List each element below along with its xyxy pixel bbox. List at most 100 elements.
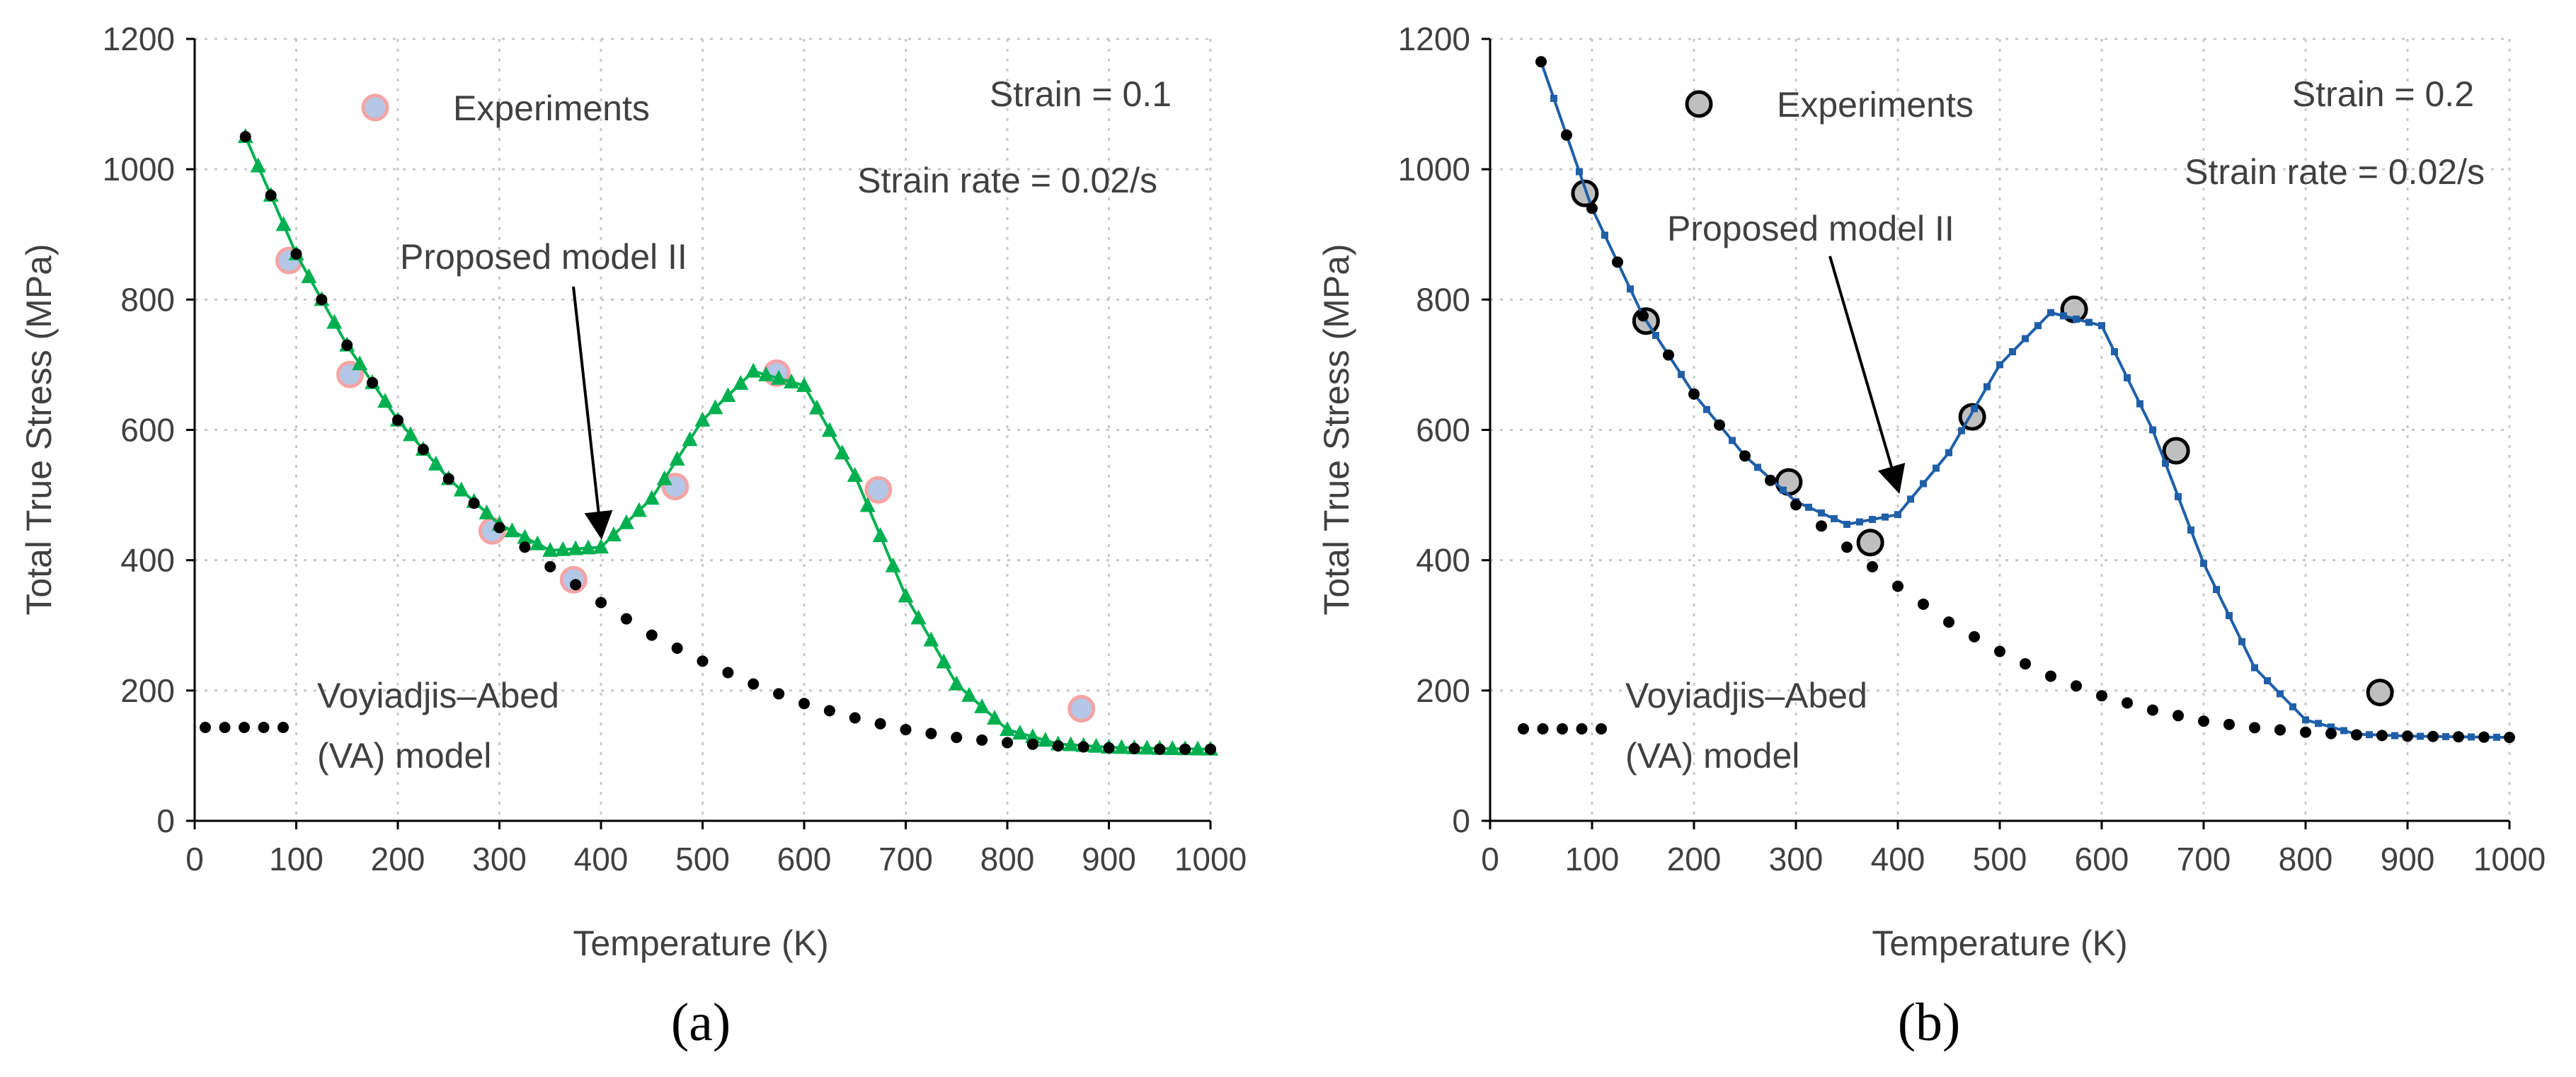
va-model-dot [2249, 722, 2260, 734]
x-tick-label: 900 [1082, 841, 1136, 877]
va-model-dot [2478, 731, 2490, 743]
panel-label: (b) [1898, 993, 1961, 1052]
model-marker-square [1933, 464, 1940, 472]
model-marker-triangle [987, 709, 1003, 725]
model-marker-square [2022, 335, 2029, 342]
y-tick-labels: 0 200 400 600 800 1000 1200 [1398, 21, 1490, 839]
va-model-dot [2504, 732, 2515, 744]
y-tick-label: 400 [120, 542, 175, 579]
x-tick-label: 0 [1481, 841, 1499, 877]
va-model-dot [2376, 730, 2388, 742]
model-marker-triangle [1190, 740, 1206, 756]
y-tick-labels: 0 200 400 600 800 1000 1200 [103, 21, 195, 839]
model-marker-square [1754, 463, 1761, 471]
model-marker-triangle [1088, 737, 1104, 753]
model-marker-square [2391, 732, 2398, 739]
model-marker-triangle [529, 535, 546, 551]
va-model-dot [1841, 541, 1853, 553]
model-marker-square [1601, 231, 1608, 239]
model-marker-square [1652, 331, 1659, 339]
model-marker-triangle [821, 422, 837, 437]
model-marker-square [1729, 437, 1736, 444]
x-tick-label: 900 [2381, 841, 2435, 877]
series-triangles [237, 128, 1218, 756]
va-model-dot [1077, 741, 1089, 753]
strain-label: Strain = 0.2 [2292, 74, 2474, 114]
model-marker-square [2226, 611, 2233, 619]
model-marker-square [2251, 664, 2258, 672]
x-tick-label: 100 [269, 841, 324, 877]
model-marker-triangle [733, 374, 749, 390]
model-marker-square [1958, 427, 1965, 434]
va-model-dot [570, 579, 582, 591]
va-model-dot [1918, 598, 1929, 610]
model-marker-square [2366, 731, 2373, 739]
model-marker-triangle [720, 387, 736, 403]
model-marker-triangle [949, 675, 965, 691]
y-tick-label: 800 [1416, 281, 1470, 318]
va-model-dot [2173, 710, 2184, 722]
model-marker-square [2417, 732, 2424, 740]
legend-experiments-marker [1685, 90, 1713, 118]
y-tick-label: 1000 [1398, 151, 1470, 188]
model-marker-triangle [669, 450, 685, 466]
model-marker-square [2047, 309, 2054, 316]
model-marker-square [1818, 509, 1825, 517]
model-marker-square [1780, 486, 1787, 494]
va-model-dot [1816, 520, 1827, 532]
model-marker-square [2175, 493, 2182, 500]
va-model-dot [2045, 670, 2056, 682]
model-marker-square [1882, 513, 1889, 521]
x-tick-label: 500 [675, 841, 730, 877]
series-dots [239, 131, 1216, 755]
model-marker-triangle [1164, 740, 1181, 756]
model-marker-square [1856, 518, 1863, 526]
model-marker-square [2149, 426, 2156, 434]
model-marker-triangle [923, 631, 939, 647]
va-model-dot [951, 732, 963, 744]
model-marker-triangle [694, 411, 711, 427]
model-marker-triangle [859, 497, 876, 512]
y-tick-label: 1200 [1398, 21, 1470, 57]
model-marker-triangle [402, 426, 418, 442]
va-model-dot [341, 339, 353, 351]
x-axis-title: Temperature (K) [573, 923, 828, 963]
legend-va-label-line1: Voyiadjis–Abed [317, 676, 559, 715]
model-marker-triangle [847, 466, 863, 482]
va-model-dot [1128, 742, 1140, 754]
model-marker-square [2277, 690, 2284, 698]
x-tick-label: 600 [777, 841, 832, 877]
annotations: Strain = 0.1 Strain rate = 0.02/s Proposed… [200, 74, 1172, 776]
va-model-dot [722, 667, 734, 679]
va-model-dot [773, 688, 785, 700]
model-marker-square [2034, 322, 2042, 330]
x-tick-label: 100 [1565, 841, 1620, 877]
model-marker-square [1831, 514, 1838, 522]
va-model-dot [1026, 738, 1038, 750]
legend-va-label-line1: Voyiadjis–Abed [1625, 676, 1867, 715]
legend-va-dot [200, 722, 211, 733]
x-tick-label: 0 [185, 841, 204, 877]
x-tick-label: 200 [1667, 841, 1722, 877]
y-axis-title: Total True Stress (MPa) [19, 243, 59, 615]
experiment-point [2162, 437, 2190, 465]
x-tick-label: 700 [878, 841, 933, 877]
model-marker-square [2098, 322, 2105, 330]
chart-panel-a: 0 100 200 300 400 500 600 700 800 900 1000 0 200 400 6… [19, 21, 1247, 1052]
va-model-dot [646, 629, 658, 641]
model-marker-triangle [784, 373, 800, 388]
legend-va-dot [277, 722, 289, 733]
y-tick-label: 1200 [103, 21, 175, 57]
model-marker-square [1869, 516, 1876, 524]
va-model-dot [2020, 658, 2031, 670]
va-model-dot [748, 678, 760, 690]
legend-va-dot [219, 722, 231, 733]
gridlines [1490, 38, 2511, 821]
model-marker-square [1627, 285, 1634, 293]
va-model-dot [2096, 690, 2107, 702]
model-marker-triangle [936, 653, 952, 669]
model-marker-square [2302, 716, 2309, 724]
annotations: Strain = 0.2 Strain rate = 0.02/s Proposed… [1518, 74, 2485, 776]
